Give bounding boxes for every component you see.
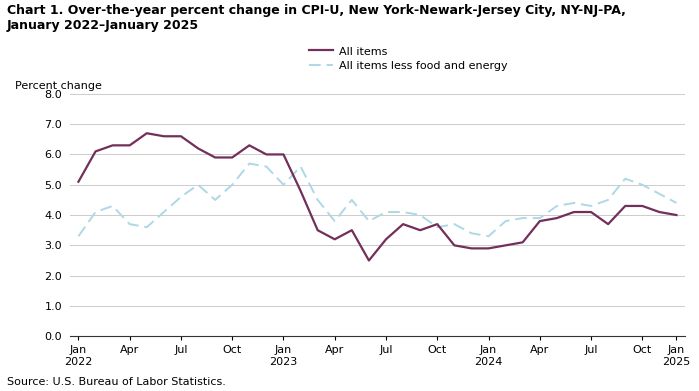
All items less food and energy — [450, 222, 459, 226]
All items — [194, 146, 202, 151]
All items — [280, 152, 288, 157]
Line: All items: All items — [78, 133, 677, 260]
Text: Chart 1. Over-the-year percent change in CPI-U, New York-Newark-Jersey City, NY-: Chart 1. Over-the-year percent change in… — [7, 4, 626, 32]
All items less food and energy — [108, 204, 117, 208]
All items — [519, 240, 527, 245]
All items — [313, 228, 322, 233]
All items — [416, 228, 424, 233]
All items — [672, 213, 681, 217]
All items — [365, 258, 373, 263]
All items less food and energy — [126, 222, 134, 226]
All items less food and energy — [177, 194, 185, 199]
All items — [177, 134, 185, 138]
All items — [228, 155, 236, 160]
All items less food and energy — [416, 213, 424, 217]
All items less food and energy — [92, 210, 100, 214]
All items — [433, 222, 442, 226]
All items — [126, 143, 134, 148]
All items — [347, 228, 356, 233]
All items — [535, 219, 544, 223]
All items — [604, 222, 612, 226]
All items less food and energy — [331, 219, 339, 223]
All items — [296, 188, 305, 193]
All items less food and energy — [655, 192, 663, 196]
All items less food and energy — [262, 164, 271, 169]
All items less food and energy — [245, 161, 254, 166]
All items less food and energy — [143, 225, 151, 230]
All items — [245, 143, 254, 148]
All items less food and energy — [604, 197, 612, 202]
All items less food and energy — [570, 201, 578, 205]
All items less food and energy — [194, 182, 202, 187]
All items — [143, 131, 151, 136]
All items — [331, 237, 339, 242]
All items less food and energy — [587, 204, 596, 208]
All items less food and energy — [501, 219, 510, 223]
All items — [450, 243, 459, 248]
All items less food and energy — [313, 197, 322, 202]
All items less food and energy — [638, 182, 647, 187]
All items — [92, 149, 100, 154]
Text: Source: U.S. Bureau of Labor Statistics.: Source: U.S. Bureau of Labor Statistics. — [7, 377, 226, 387]
All items less food and energy — [519, 216, 527, 221]
All items less food and energy — [553, 204, 561, 208]
All items — [399, 222, 408, 226]
All items — [570, 210, 578, 214]
All items — [159, 134, 168, 138]
All items less food and energy — [484, 234, 493, 239]
All items — [467, 246, 475, 251]
All items less food and energy — [159, 210, 168, 214]
Text: Percent change: Percent change — [15, 81, 101, 91]
All items less food and energy — [467, 231, 475, 235]
Legend: All items, All items less food and energy: All items, All items less food and energ… — [309, 46, 507, 71]
All items less food and energy — [280, 182, 288, 187]
All items less food and energy — [211, 197, 219, 202]
All items — [553, 216, 561, 221]
All items — [108, 143, 117, 148]
All items — [262, 152, 271, 157]
Line: All items less food and energy: All items less food and energy — [78, 163, 677, 236]
All items less food and energy — [228, 182, 236, 187]
All items — [74, 179, 82, 184]
All items — [587, 210, 596, 214]
All items less food and energy — [74, 234, 82, 239]
All items — [621, 204, 629, 208]
All items less food and energy — [433, 225, 442, 230]
All items less food and energy — [382, 210, 390, 214]
All items less food and energy — [535, 216, 544, 221]
All items — [655, 210, 663, 214]
All items less food and energy — [347, 197, 356, 202]
All items less food and energy — [365, 219, 373, 223]
All items less food and energy — [672, 201, 681, 205]
All items less food and energy — [399, 210, 408, 214]
All items — [211, 155, 219, 160]
All items — [484, 246, 493, 251]
All items — [638, 204, 647, 208]
All items — [501, 243, 510, 248]
All items less food and energy — [296, 164, 305, 169]
All items — [382, 237, 390, 242]
All items less food and energy — [621, 176, 629, 181]
